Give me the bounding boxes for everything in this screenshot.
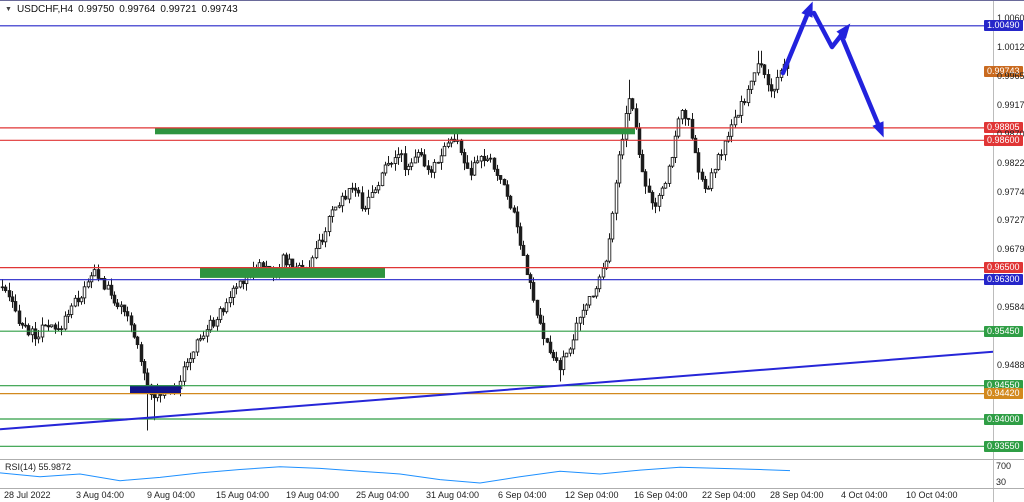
price-axis-tick: 0.97745	[997, 187, 1024, 198]
ohlc-open: 0.99750	[78, 4, 114, 15]
time-axis-label: 10 Oct 04:00	[906, 490, 958, 500]
time-axis-label: 28 Sep 04:00	[770, 490, 824, 500]
time-axis-label: 4 Oct 04:00	[841, 490, 888, 500]
price-axis-badge: 0.96300	[984, 274, 1023, 285]
price-axis-tick: 0.95840	[997, 302, 1024, 313]
price-axis[interactable]: 1.006051.004901.001250.997430.996500.991…	[0, 1, 1024, 459]
ohlc-low: 0.99721	[160, 4, 196, 15]
price-axis-tick: 1.00125	[997, 42, 1024, 53]
symbol-header: ▼ USDCHF,H4 0.99750 0.99764 0.99721 0.99…	[5, 4, 238, 15]
time-axis-label: 19 Aug 04:00	[286, 490, 339, 500]
pane-separator[interactable]	[0, 459, 1024, 460]
price-axis-badge: 0.95450	[984, 326, 1023, 337]
rsi-name: RSI(14)	[5, 462, 36, 472]
price-axis-tick: 0.99650	[997, 71, 1024, 82]
price-axis-tick: 0.94885	[997, 360, 1024, 371]
price-axis-badge: 0.94420	[984, 388, 1023, 399]
price-axis-badge: 0.93550	[984, 441, 1023, 452]
price-axis-tick: 0.98220	[997, 158, 1024, 169]
rsi-line	[0, 467, 790, 483]
time-axis-label: 25 Aug 04:00	[356, 490, 409, 500]
time-axis-label: 15 Aug 04:00	[216, 490, 269, 500]
rsi-value: 55.9872	[39, 462, 72, 472]
rsi-scale-lower: 30	[996, 477, 1006, 487]
rsi-pane[interactable]	[0, 460, 993, 488]
time-axis[interactable]: 28 Jul 2022 3 Aug 04:00 9 Aug 04:00 15 Aug …	[0, 489, 1024, 502]
time-axis-label: 31 Aug 04:00	[426, 490, 479, 500]
price-axis-badge: 1.00490	[984, 20, 1023, 31]
ohlc-high: 0.99764	[119, 4, 155, 15]
price-axis-tick: 0.99175	[997, 100, 1024, 111]
time-axis-label: 22 Sep 04:00	[702, 490, 756, 500]
price-axis-badge: 0.96500	[984, 262, 1023, 273]
price-axis-tick: 0.96790	[997, 244, 1024, 255]
rsi-indicator-label: RSI(14) 55.9872	[5, 462, 71, 472]
time-axis-label: 12 Sep 04:00	[565, 490, 619, 500]
rsi-scale-upper: 700	[996, 461, 1011, 471]
price-axis-badge: 0.98600	[984, 135, 1023, 146]
chart-menu-icon[interactable]: ▼	[5, 5, 12, 15]
price-axis-tick: 0.97270	[997, 215, 1024, 226]
price-axis-badge: 0.94000	[984, 414, 1023, 425]
time-axis-label: 3 Aug 04:00	[76, 490, 124, 500]
chart-window: ▼ USDCHF,H4 0.99750 0.99764 0.99721 0.99…	[0, 0, 1024, 502]
time-axis-label: 9 Aug 04:00	[147, 490, 195, 500]
time-axis-label: 16 Sep 04:00	[634, 490, 688, 500]
time-axis-label: 6 Sep 04:00	[498, 490, 547, 500]
time-axis-label: 28 Jul 2022	[4, 490, 51, 500]
symbol-timeframe: USDCHF,H4	[17, 4, 73, 15]
ohlc-close: 0.99743	[202, 4, 238, 15]
